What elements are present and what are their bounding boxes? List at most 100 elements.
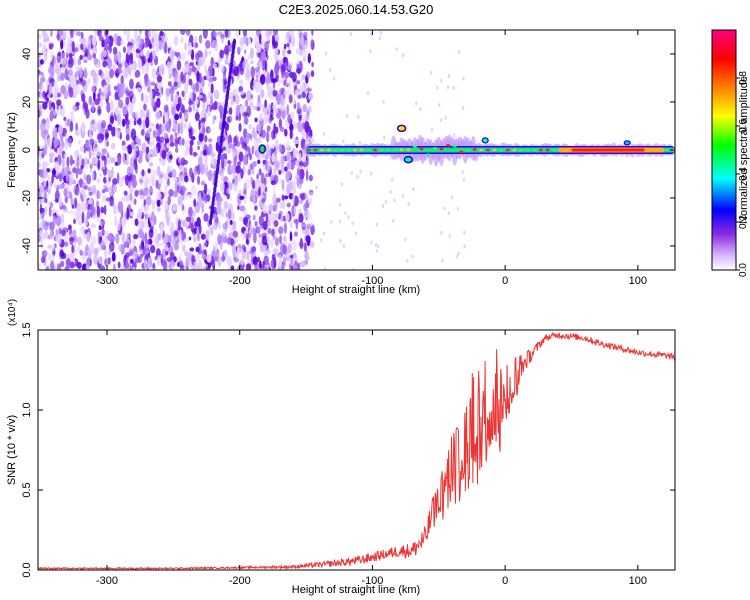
noise-blob: [90, 204, 95, 216]
noise-blob: [170, 51, 174, 62]
noise-blob: [198, 34, 203, 44]
noise-blob: [255, 75, 259, 83]
noise-blob: [58, 124, 64, 136]
spectrogram-x-tick-label: -100: [361, 275, 383, 287]
carrier-core: [465, 149, 470, 152]
noise-blob: [271, 34, 276, 46]
noise-blob: [58, 30, 64, 36]
noise-blob: [186, 146, 190, 155]
noise-blob: [56, 234, 62, 245]
carrier-core: [359, 148, 364, 152]
noise-blob: [378, 36, 382, 41]
noise-blob: [249, 222, 253, 231]
noise-blob: [268, 203, 274, 212]
noise-blob: [249, 47, 254, 60]
noise-blob: [129, 258, 134, 264]
noise-blob: [225, 212, 229, 218]
noise-blob: [38, 118, 41, 130]
noise-blob: [181, 220, 187, 228]
carrier-core: [452, 144, 457, 148]
noise-blob: [178, 175, 184, 180]
noise-blob: [180, 71, 184, 82]
noise-blob: [132, 45, 136, 53]
noise-blob: [375, 248, 379, 253]
noise-blob: [179, 164, 185, 173]
noise-blob: [234, 94, 240, 105]
noise-blob: [145, 129, 151, 138]
noise-blob: [38, 182, 42, 187]
noise-blob: [462, 76, 465, 81]
noise-blob: [194, 42, 199, 48]
noise-blob: [111, 142, 116, 150]
noise-blob: [446, 85, 450, 90]
noise-blob: [167, 165, 173, 173]
noise-blob: [116, 172, 120, 185]
carrier-core: [366, 148, 371, 152]
noise-blob: [282, 244, 287, 255]
noise-blob: [117, 63, 122, 70]
carrier-core: [379, 148, 384, 152]
noise-blob: [149, 211, 153, 224]
noise-blob: [305, 39, 309, 48]
noise-blob: [296, 101, 301, 112]
noise-blob: [274, 212, 280, 219]
noise-blob: [88, 148, 92, 160]
noise-blob: [97, 231, 102, 238]
noise-blob: [57, 52, 61, 57]
noise-blob: [279, 178, 283, 184]
noise-blob: [75, 122, 78, 132]
noise-blob: [180, 36, 184, 44]
noise-blob: [216, 204, 222, 215]
noise-blob: [359, 169, 362, 174]
noise-blob: [110, 157, 116, 164]
carrier-core: [432, 147, 437, 150]
noise-blob: [77, 57, 82, 66]
noise-blob: [194, 112, 200, 122]
noise-blob: [287, 49, 292, 55]
noise-blob: [61, 158, 65, 169]
noise-blob: [195, 52, 200, 61]
noise-blob: [134, 189, 139, 197]
noise-blob: [252, 226, 255, 236]
noise-blob: [41, 197, 45, 204]
noise-blob: [80, 201, 86, 213]
noise-blob: [50, 254, 56, 262]
noise-blob: [295, 89, 299, 97]
noise-blob: [232, 220, 237, 231]
noise-blob: [294, 139, 300, 144]
noise-blob: [217, 31, 223, 36]
noise-blob: [345, 114, 349, 119]
noise-blob: [261, 39, 266, 48]
noise-blob: [258, 168, 262, 176]
noise-blob: [165, 87, 171, 97]
noise-blob: [183, 123, 187, 129]
noise-blob: [158, 39, 163, 52]
noise-blob: [76, 105, 80, 111]
noise-blob: [93, 57, 98, 66]
noise-blob: [195, 98, 199, 105]
noise-blob: [90, 160, 94, 169]
noise-blob: [241, 142, 244, 149]
noise-blob: [200, 180, 206, 186]
noise-blob: [300, 84, 305, 93]
noise-blob: [148, 43, 153, 49]
noise-blob: [134, 69, 141, 78]
noise-blob: [71, 232, 76, 237]
noise-blob: [370, 240, 373, 245]
noise-blob: [218, 104, 223, 114]
spectrogram-y-tick-label: 0: [21, 147, 33, 153]
noise-blob: [401, 53, 405, 58]
noise-blob: [194, 205, 200, 214]
noise-blob: [152, 49, 156, 60]
noise-blob: [252, 84, 257, 91]
noise-blob: [90, 245, 94, 255]
noise-blob: [166, 216, 170, 226]
noise-blob: [105, 38, 111, 43]
noise-blob: [240, 37, 244, 43]
noise-blob: [116, 114, 122, 124]
noise-blob: [207, 170, 213, 182]
noise-blob: [61, 52, 66, 60]
noise-blob: [391, 177, 394, 182]
noise-blob: [114, 234, 120, 244]
noise-blob: [187, 194, 193, 199]
